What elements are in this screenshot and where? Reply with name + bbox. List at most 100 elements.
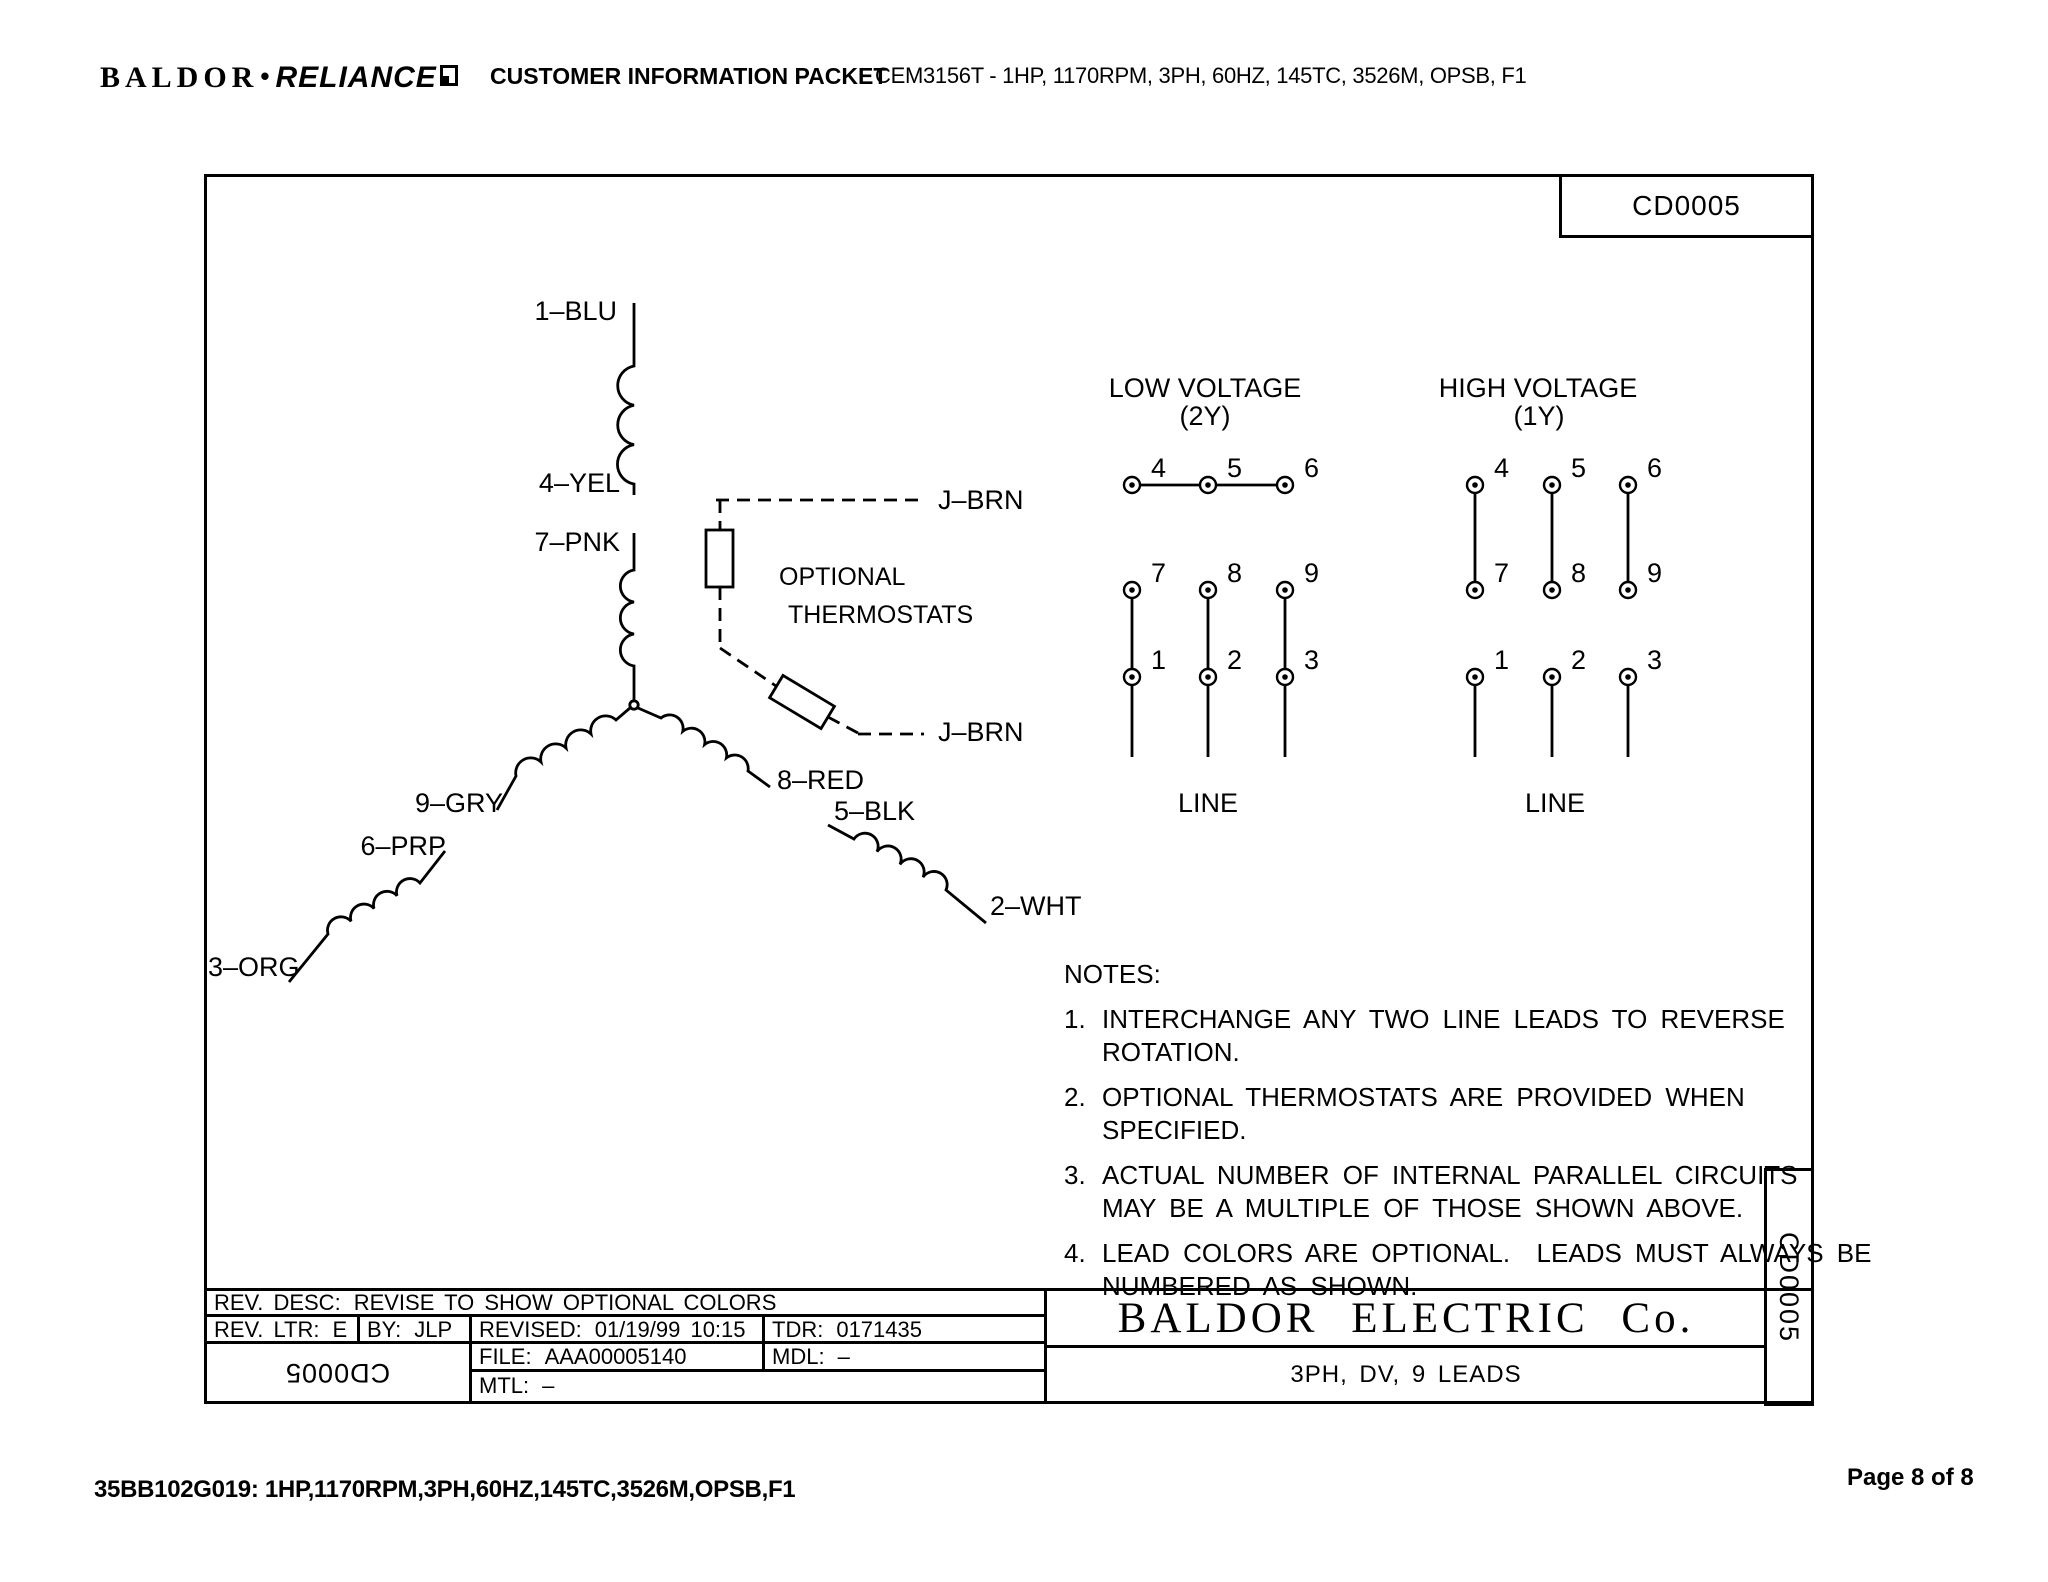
lead-label-1: 1–BLU [534,296,617,326]
product-description: 3PH, DV, 9 LEADS [1290,1360,1522,1388]
rev-desc-cell: REV. DESC: REVISE TO SHOW OPTIONAL COLORS [207,1291,1047,1317]
mdl-value: – [837,1344,850,1369]
note-item: 2. OPTIONAL THERMOSTATS ARE PROVIDED WHE… [1064,1081,1764,1147]
mtl-label: MTL: [479,1373,530,1398]
thermostat-diagonal-in [719,646,777,688]
terminal [1122,667,1142,687]
mtl-value: – [542,1373,555,1398]
mdl-label: MDL: [772,1344,825,1369]
terminal-number: 3 [1647,645,1662,675]
lead-label-9: 9–GRY [415,788,503,818]
winding-phase-b-lower [287,850,447,983]
file-label: FILE: [479,1344,532,1369]
tdr-label: TDR: [772,1317,824,1342]
winding-phase-a-bottom [618,533,636,700]
lead-label-7: 7–PNK [534,527,620,557]
terminal [1542,667,1562,687]
terminal-number: 7 [1151,558,1166,588]
lv-line-label: LINE [1178,788,1238,818]
note-text-line: OPTIONAL THERMOSTATS ARE PROVIDED WHEN [1102,1082,1745,1112]
high-voltage-diagram: HIGH VOLTAGE (1Y) 4 5 6 7 8 9 1 2 3 LINE [1439,373,1662,818]
terminal-number: 1 [1151,645,1166,675]
tdr-cell: TDR: 0171435 [765,1317,1047,1344]
terminal [1465,475,1485,495]
winding-labels: 1–BLU 4–YEL 7–PNK 9–GRY 6–PRP 3–ORG 8–RE… [208,296,1082,982]
low-voltage-diagram: LOW VOLTAGE (2Y) 4 5 6 7 8 9 1 2 3 LINE [1109,373,1319,818]
by-label: BY: [367,1317,402,1342]
rev-ltr-cell: REV. LTR: E [207,1317,360,1344]
note-number: 4. [1064,1238,1086,1268]
lead-label-3: 3–ORG [208,952,300,982]
thermostat-caption-line1: OPTIONAL [779,563,906,591]
note-item: 4. LEAD COLORS ARE OPTIONAL. LEADS MUST … [1064,1237,1871,1303]
file-value: AAA00005140 [544,1344,687,1369]
thermostat-lead-top-label: J–BRN [938,485,1024,515]
thermostat-caption-line2: THERMOSTATS [788,601,973,629]
lead-label-2: 2–WHT [990,891,1082,921]
terminal [1618,580,1638,600]
terminal [1465,667,1485,687]
hv-line-label: LINE [1525,788,1585,818]
stamp-cell: CD0005 [207,1344,472,1401]
terminal [1198,475,1218,495]
note-number: 2. [1064,1082,1086,1112]
terminal-number: 7 [1494,558,1509,588]
notes-heading: NOTES: [1064,959,1161,989]
terminal-number: 8 [1571,558,1586,588]
lead-label-8: 8–RED [777,765,864,795]
thermostat-symbol-diagonal [767,673,837,731]
hv-labels: HIGH VOLTAGE (1Y) 4 5 6 7 8 9 1 2 3 LINE [1439,373,1662,818]
revised-value: 01/19/99 10:15 [594,1317,746,1342]
terminal-number: 5 [1227,453,1242,483]
drawing-id-text: CD0005 [1632,190,1741,221]
terminal [1198,580,1218,600]
rev-ltr-value: E [332,1317,348,1342]
note-text-line: MAY BE A MULTIPLE OF THOSE SHOWN ABOVE. [1102,1193,1744,1223]
lead-label-6: 6–PRP [360,831,446,861]
winding-phase-c-lower [827,823,987,925]
note-text-line: LEAD COLORS ARE OPTIONAL. LEADS MUST ALW… [1102,1238,1872,1268]
lead-label-5: 5–BLK [834,796,915,826]
note-text-line: ACTUAL NUMBER OF INTERNAL PARALLEL CIRCU… [1102,1160,1798,1190]
mdl-cell: MDL: – [765,1344,1047,1372]
winding-diagram [287,303,987,983]
terminal [1275,580,1295,600]
terminal [1275,475,1295,495]
terminal [1122,475,1142,495]
terminal [1465,580,1485,600]
note-text-line: NUMBERED AS SHOWN. [1102,1271,1418,1301]
winding-phase-b-upper [495,706,631,811]
note-text-line: INTERCHANGE ANY TWO LINE LEADS TO REVERS… [1102,1004,1785,1034]
lv-title: LOW VOLTAGE [1109,373,1302,403]
revised-label: REVISED: [479,1317,582,1342]
rev-desc-label: REV. DESC: [214,1291,341,1315]
note-text-line: ROTATION. [1102,1037,1240,1067]
revised-cell: REVISED: 01/19/99 10:15 [472,1317,765,1344]
hv-title: HIGH VOLTAGE [1439,373,1638,403]
terminal-number: 9 [1304,558,1319,588]
winding-phase-a-top [616,303,636,495]
hv-terminals [1465,475,1638,687]
terminal [1618,667,1638,687]
thermostat-symbol-vertical [704,528,735,589]
terminal [1618,475,1638,495]
lv-labels: LOW VOLTAGE (2Y) 4 5 6 7 8 9 1 2 3 LINE [1109,373,1319,818]
notes-section: NOTES: 1. INTERCHANGE ANY TWO LINE LEADS… [1064,958,1871,1303]
terminal-number: 3 [1304,645,1319,675]
terminal-number: 6 [1304,453,1319,483]
terminal [1542,475,1562,495]
terminal [1198,667,1218,687]
note-item: 1. INTERCHANGE ANY TWO LINE LEADS TO REV… [1064,1003,1785,1069]
terminal [1542,580,1562,600]
logo-mark-icon [439,65,458,86]
logo-reliance-text: RELIANCE [275,61,437,94]
note-number: 3. [1064,1160,1086,1190]
lv-terminals [1122,475,1295,687]
thermostat-diagonal-out [827,715,859,735]
star-junction [628,699,640,711]
drawing-id-side-strip: CD0005 [1764,1168,1814,1406]
terminal-number: 4 [1494,453,1509,483]
terminal [1275,667,1295,687]
mtl-cell: MTL: – [472,1372,1047,1401]
